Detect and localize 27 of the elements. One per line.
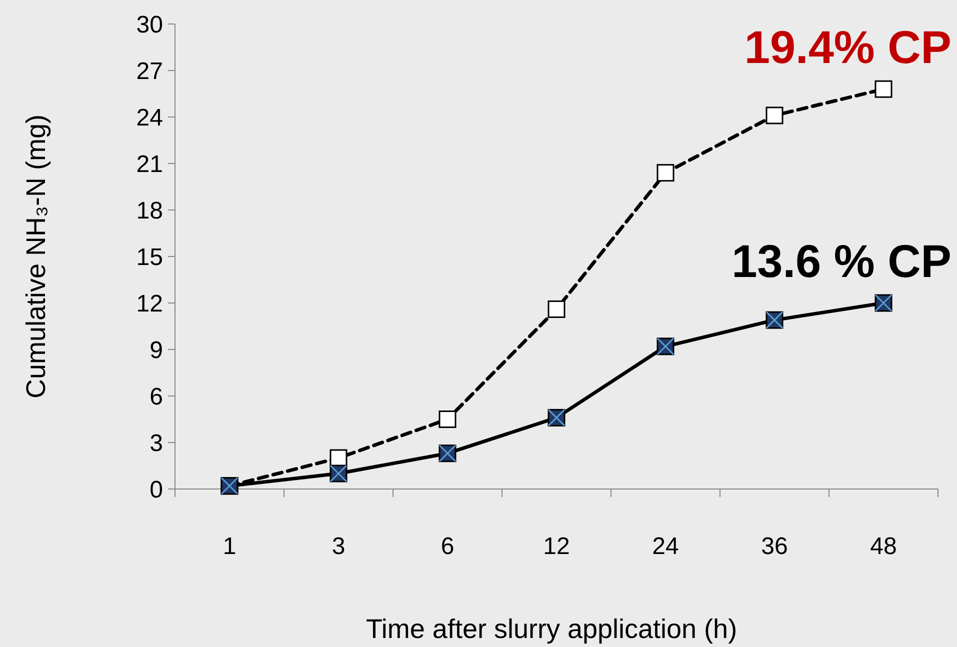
series-label: 19.4% CP xyxy=(744,21,952,74)
x-tick-label: 48 xyxy=(870,533,897,560)
y-tick-label: 12 xyxy=(136,290,163,318)
point xyxy=(656,164,674,182)
x-tick-label: 12 xyxy=(543,533,570,560)
y-tick-label: 6 xyxy=(150,383,163,410)
y-tick-label: 30 xyxy=(136,11,163,38)
y-tick-label: 3 xyxy=(150,430,163,457)
x-axis-title: Time after slurry application (h) xyxy=(366,614,738,644)
x-tick-label: 36 xyxy=(761,533,788,560)
x-tick-label: 3 xyxy=(332,533,346,560)
y-tick-label: 27 xyxy=(136,58,163,85)
y-tick-label: 18 xyxy=(136,197,163,224)
y-axis-title: Cumulative NH₃-N (mg) xyxy=(21,114,51,399)
y-tick-label: 15 xyxy=(136,244,163,271)
series-label: 13.6 % CP xyxy=(732,235,952,287)
y-tick-label: 24 xyxy=(136,104,163,132)
point xyxy=(438,410,456,428)
y-tick-label: 0 xyxy=(150,476,163,504)
x-tick-label: 6 xyxy=(440,533,454,560)
x-tick-label: 24 xyxy=(652,533,679,560)
point xyxy=(548,300,566,318)
x-tick-label: 1 xyxy=(222,533,236,560)
y-tick-label: 9 xyxy=(150,336,163,364)
point xyxy=(766,106,784,124)
y-tick-label: 21 xyxy=(136,150,163,178)
point xyxy=(874,80,892,98)
